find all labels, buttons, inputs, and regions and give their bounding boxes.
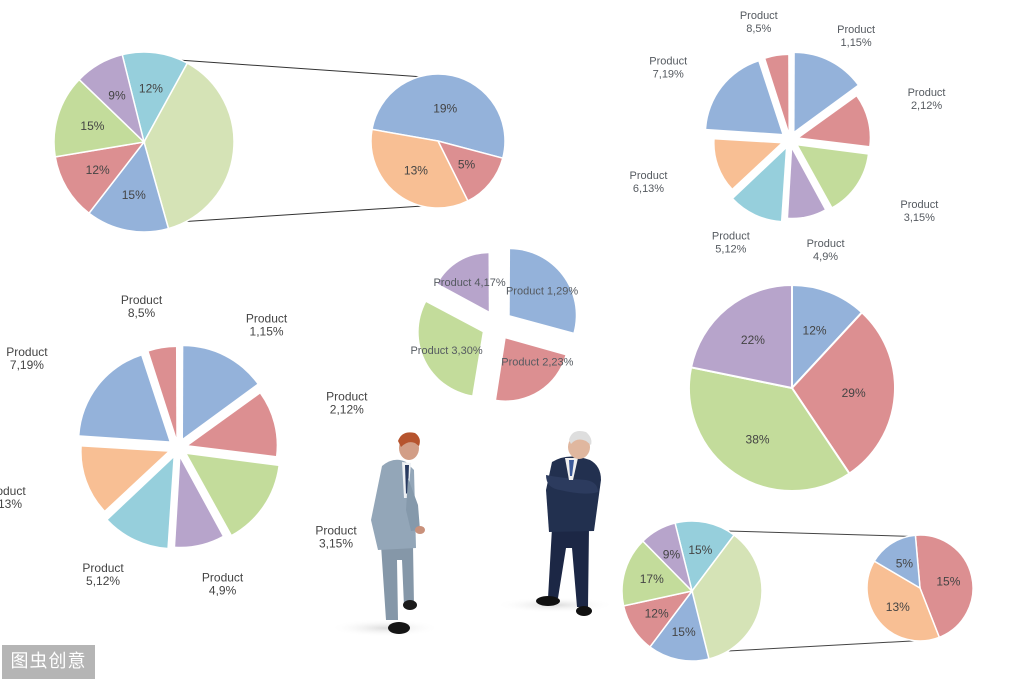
exploded-products-left-slice-3	[187, 454, 279, 535]
exploded-products-top-right-slice-6	[714, 139, 781, 189]
exploded-products-top-right: Product 1,15% Product 2,12% Product 3,15% Prod…	[630, 10, 946, 263]
exploded-products-top-right-slice-7	[706, 61, 783, 134]
pie-of-pie-top-left-main-label-4: 12%	[86, 163, 110, 177]
exploded-products-left-label-7: Product 7,19%	[6, 345, 48, 372]
pie-of-pie-bottom-right-main-slice-1	[674, 520, 736, 593]
exploded-products-left-label-8: Product 8,5%	[121, 293, 163, 320]
pie-right-label-3: 38%	[746, 432, 770, 446]
pie-of-pie-bottom-right-secondary-slice-2	[866, 560, 941, 642]
pie-of-pie-top-left-main-slice-2	[143, 62, 235, 230]
pie-right-slice-4	[689, 283, 793, 390]
pie-of-pie-bottom-right-main-label-1: 15%	[688, 543, 712, 557]
pie-of-pie-bottom-right: 15%15%12%17%9%15%13%5%	[621, 520, 974, 662]
connector-line-bottom	[727, 639, 931, 652]
pie-of-pie-bottom-right-main-label-3: 15%	[672, 625, 696, 639]
exploded-products-center-label-3: Product 3,30%	[410, 345, 482, 357]
exploded-products-top-right-label-8: Product 8,5%	[740, 10, 778, 35]
pie-of-pie-top-left-main-label-5: 15%	[80, 119, 104, 133]
pie-right-slice-2	[790, 310, 897, 475]
pie-of-pie-bottom-right-main-label-6: 9%	[663, 547, 681, 561]
pie-of-pie-bottom-right-secondary-label-1: 15%	[936, 574, 960, 588]
pie-of-pie-top-left-secondary-label-1: 19%	[433, 101, 457, 115]
exploded-products-center-label-2: Product 2,23%	[501, 357, 573, 369]
pie-of-pie-top-left-main-label-6: 9%	[108, 88, 126, 102]
pie-of-pie-bottom-right-main-label-5: 17%	[640, 572, 664, 586]
exploded-products-top-right-label-2: Product 2,12%	[908, 87, 946, 112]
connector-line-bottom	[177, 204, 439, 223]
pie-of-pie-top-left-main-label-1: 12%	[139, 81, 163, 95]
pie-of-pie-top-left-main-slice-5	[53, 78, 146, 158]
pie-of-pie-top-left-main-slice-4	[54, 140, 146, 215]
exploded-products-top-right-slice-1	[794, 53, 858, 132]
pie-of-pie-bottom-right-secondary-label-3: 5%	[896, 556, 914, 570]
charts-layer: 12%15%12%15%9%19%5%13%Product 1,15%Produc…	[0, 10, 974, 662]
pie-of-pie-top-left-secondary-label-2: 5%	[458, 157, 476, 171]
pie-of-pie-bottom-right-main-label-4: 12%	[645, 607, 669, 621]
exploded-products-top-right-slice-2	[799, 96, 870, 147]
pie-of-pie-bottom-right-secondary-label-2: 13%	[886, 600, 910, 614]
exploded-products-top-right-slice-4	[788, 149, 825, 218]
exploded-products-left-label-2: Product 2,12%	[326, 389, 368, 416]
watermark: 图虫创意	[2, 645, 95, 679]
pie-of-pie-top-left-secondary-slice-3	[370, 128, 469, 209]
pie-of-pie-bottom-right-main-slice-2	[691, 533, 763, 660]
exploded-products-center-slice-3	[418, 302, 483, 396]
exploded-products-left-slice-6	[81, 446, 168, 511]
pie-of-pie-top-left-secondary-slice-2	[436, 139, 504, 202]
exploded-products-top-right-label-5: Product 5,12%	[712, 230, 750, 255]
businessman-left-figure	[330, 432, 440, 637]
pie-of-pie-top-left-main-slice-6	[78, 53, 146, 145]
exploded-products-left-slice-1	[182, 346, 258, 439]
pie-of-pie-top-left: 12% 15% 12% 15% 9% 19% 5% 13%	[53, 51, 506, 233]
exploded-products-left-slice-4	[175, 458, 223, 547]
pie-right-slice-1	[791, 283, 864, 391]
exploded-products-top-right-label-1: Product 1,15%	[837, 24, 875, 49]
exploded-products-left-slice-8	[148, 347, 177, 438]
pie-right-label-2: 29%	[842, 386, 866, 400]
exploded-products-top-right-label-3: Product 3,15%	[900, 199, 938, 224]
exploded-products-top-right-label-7: Product 7,19%	[649, 56, 687, 81]
exploded-products-center-label-4: Product 4,17%	[433, 277, 505, 289]
exploded-products-center-slice-4	[437, 253, 489, 312]
exploded-products-center-label-1: Product 1,29%	[506, 285, 578, 297]
exploded-products-left-slice-5	[107, 457, 174, 548]
exploded-products-left-label-5: Product 5,12%	[82, 561, 124, 588]
exploded-products-center-slice-1	[509, 249, 576, 333]
pie-of-pie-top-left-main-slice-3	[87, 140, 170, 233]
pie-of-pie-bottom-right-secondary-slice-3	[873, 534, 921, 590]
exploded-products-top-right-slice-3	[798, 145, 868, 207]
connector-line-top	[727, 530, 931, 538]
exploded-products-top-right-label-4: Product 4,9%	[807, 238, 845, 263]
pie-of-pie-bottom-right-main-slice-6	[641, 522, 694, 594]
pie-of-pie-bottom-right-main-slice-5	[621, 540, 694, 607]
exploded-products-left-slice-2	[188, 393, 277, 456]
pie-of-pie-bottom-right-main-slice-3	[648, 589, 710, 662]
exploded-products-left-label-3: Product 3,15%	[315, 523, 357, 550]
exploded-products-top-right-slice-5	[733, 149, 786, 221]
pie-right-label-4: 22%	[741, 333, 765, 347]
businessman-right-figure	[495, 431, 615, 616]
pie-right: 12% 29% 38% 22%	[688, 283, 897, 492]
pie-of-pie-top-left-secondary-label-3: 13%	[404, 164, 428, 178]
pie-of-pie-top-left-secondary-slice-1	[371, 73, 506, 160]
exploded-products-left: Product 1,15% Product 2,12% Product 3,15% Prod…	[0, 293, 368, 597]
exploded-products-left-slice-7	[79, 355, 170, 442]
pie-of-pie-top-left-main-label-3: 15%	[122, 188, 146, 202]
exploded-products-center-slice-2	[496, 338, 566, 401]
pie-right-label-1: 12%	[803, 323, 827, 337]
exploded-products-center: Product 1,29% Product 2,23% Product 3,30% P…	[410, 249, 578, 401]
exploded-products-left-label-4: Product 4,9%	[202, 570, 244, 597]
pie-right-slice-3	[688, 366, 851, 492]
connector-line-top	[177, 59, 439, 79]
exploded-products-left-label-1: Product 1,15%	[246, 312, 288, 339]
exploded-products-top-right-slice-8	[765, 55, 789, 131]
exploded-products-top-right-label-6: Product 6,13%	[630, 170, 668, 195]
